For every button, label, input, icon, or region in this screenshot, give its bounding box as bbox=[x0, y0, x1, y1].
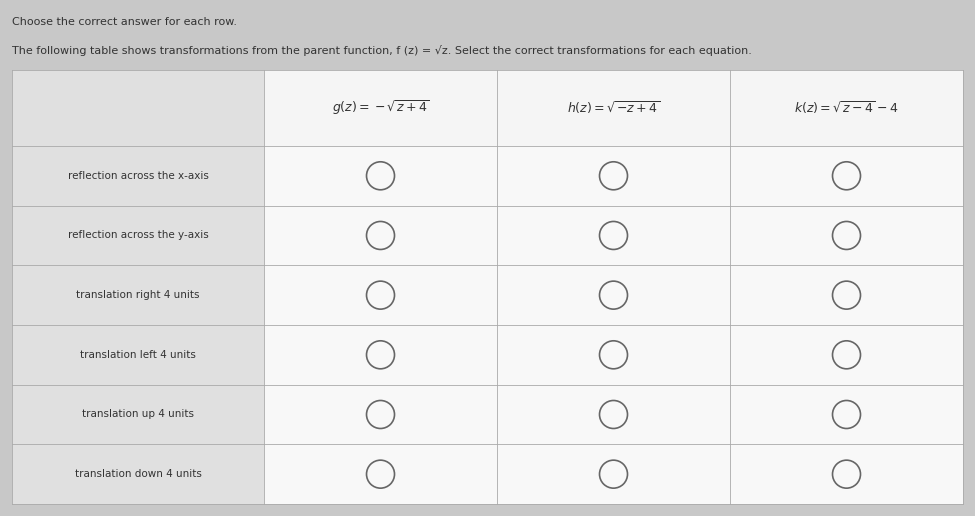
Text: translation left 4 units: translation left 4 units bbox=[80, 350, 196, 360]
Text: reflection across the x-axis: reflection across the x-axis bbox=[67, 171, 209, 181]
Bar bbox=[264, 70, 963, 146]
Text: Choose the correct answer for each row.: Choose the correct answer for each row. bbox=[12, 17, 237, 27]
Text: translation right 4 units: translation right 4 units bbox=[76, 290, 200, 300]
Text: $k(z) = \sqrt{z-4}-4$: $k(z) = \sqrt{z-4}-4$ bbox=[795, 100, 899, 116]
Bar bbox=[12, 70, 963, 504]
Bar bbox=[12, 70, 264, 146]
Bar bbox=[12, 70, 264, 504]
Text: translation up 4 units: translation up 4 units bbox=[82, 410, 194, 420]
Text: $g(z) = -\sqrt{z+4}$: $g(z) = -\sqrt{z+4}$ bbox=[332, 99, 429, 117]
Text: reflection across the y-axis: reflection across the y-axis bbox=[67, 231, 209, 240]
Text: $h(z) = \sqrt{-z+4}$: $h(z) = \sqrt{-z+4}$ bbox=[567, 100, 660, 116]
Text: translation down 4 units: translation down 4 units bbox=[74, 469, 202, 479]
Text: The following table shows transformations from the parent function, f (z) = √z. : The following table shows transformation… bbox=[12, 45, 752, 56]
